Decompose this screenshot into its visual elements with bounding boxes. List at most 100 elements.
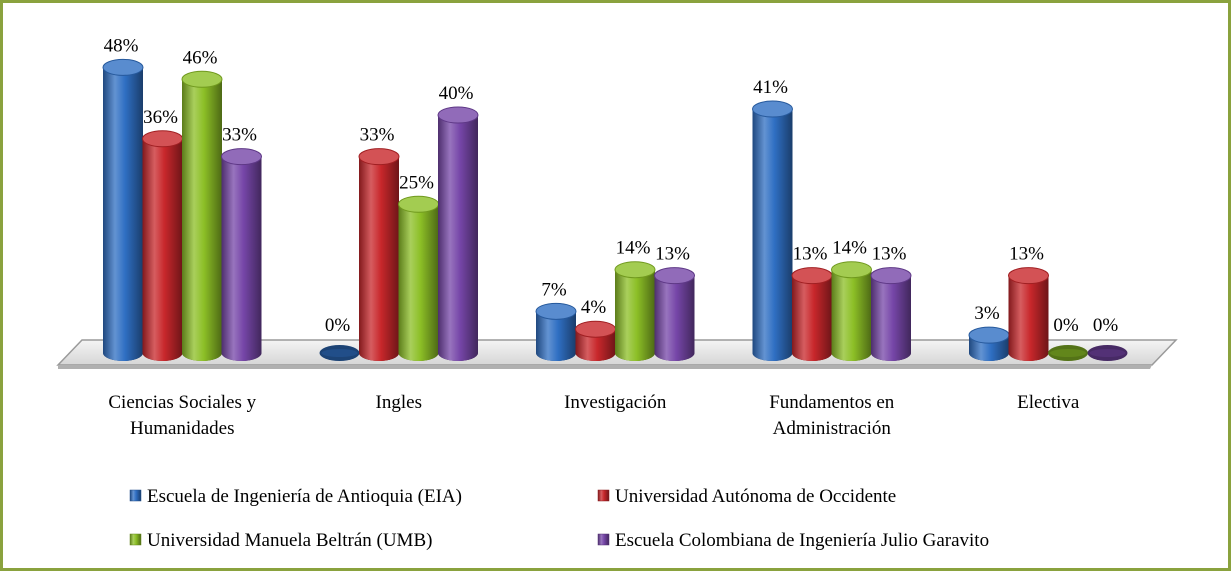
bar bbox=[221, 148, 262, 361]
legend-label: Escuela Colombiana de Ingeniería Julio G… bbox=[615, 530, 989, 551]
bar-body bbox=[221, 156, 262, 353]
data-label: 41% bbox=[753, 77, 788, 98]
bar-top bbox=[1089, 349, 1126, 357]
bar-bottom-cap bbox=[103, 345, 143, 361]
bar-bottom-cap bbox=[969, 345, 1009, 361]
bar bbox=[614, 261, 656, 361]
bar-bottom-cap bbox=[831, 345, 872, 361]
bar-top bbox=[321, 349, 358, 357]
bar-top bbox=[870, 267, 912, 285]
bar-top bbox=[181, 70, 223, 88]
bar-top bbox=[398, 195, 439, 213]
data-label: 0% bbox=[1093, 315, 1119, 336]
data-label: 0% bbox=[325, 315, 351, 336]
bar-top bbox=[221, 148, 262, 166]
bar-bottom-cap bbox=[359, 345, 399, 361]
data-label: 7% bbox=[541, 279, 567, 300]
bar-bottom-cap bbox=[142, 345, 183, 361]
legend-swatch bbox=[597, 489, 610, 502]
bar-top bbox=[614, 261, 656, 279]
bar bbox=[319, 345, 360, 361]
legend-label: Universidad Manuela Beltrán (UMB) bbox=[147, 530, 432, 551]
data-label: 14% bbox=[616, 238, 651, 259]
bar-body bbox=[831, 269, 872, 353]
x-tick-label: Investigación bbox=[564, 392, 667, 413]
bar-top bbox=[1008, 267, 1049, 285]
legend-swatch bbox=[129, 489, 142, 502]
bar-bottom-cap bbox=[654, 345, 695, 361]
bar-top bbox=[437, 106, 479, 124]
bar bbox=[535, 302, 577, 361]
bar-body bbox=[359, 156, 399, 353]
bar-bottom-cap bbox=[615, 345, 655, 361]
bar-body bbox=[615, 269, 655, 353]
bar bbox=[1008, 267, 1049, 361]
data-label: 36% bbox=[143, 107, 178, 128]
bar bbox=[752, 100, 793, 361]
bar bbox=[398, 195, 439, 361]
bar-body bbox=[871, 275, 911, 353]
bar-top bbox=[1050, 349, 1086, 357]
bar-top bbox=[142, 130, 183, 148]
bar-body bbox=[182, 79, 222, 354]
data-label: 25% bbox=[399, 172, 434, 193]
bar bbox=[870, 267, 912, 361]
data-label: 13% bbox=[1009, 244, 1044, 265]
bar-body bbox=[103, 67, 143, 354]
bar-top bbox=[752, 100, 793, 118]
bar-top bbox=[968, 326, 1010, 344]
bar bbox=[1048, 345, 1088, 361]
bar-body bbox=[654, 275, 695, 353]
bar-body bbox=[752, 109, 793, 353]
bar-top bbox=[654, 267, 695, 285]
data-label: 33% bbox=[360, 125, 395, 146]
bar-top bbox=[358, 148, 400, 166]
bar-body bbox=[792, 275, 832, 353]
bar-bottom-cap bbox=[871, 345, 911, 361]
data-label: 46% bbox=[183, 47, 218, 68]
bar bbox=[791, 267, 833, 361]
bar bbox=[575, 320, 616, 361]
data-label: 13% bbox=[872, 244, 907, 265]
bar-top bbox=[575, 320, 616, 338]
x-tick-label: Fundamentos en Administración bbox=[769, 392, 895, 439]
bar bbox=[437, 106, 479, 361]
bar-bottom-cap bbox=[221, 345, 262, 361]
bar-bottom-cap bbox=[438, 345, 478, 361]
x-tick-label: Ciencias Sociales y Humanidades bbox=[108, 392, 257, 439]
data-label: 33% bbox=[222, 125, 257, 146]
bar bbox=[1087, 345, 1128, 361]
legend-label: Universidad Autónoma de Occidente bbox=[615, 486, 896, 507]
x-tick-label: Electiva bbox=[1017, 392, 1080, 413]
bar-bottom-cap bbox=[1008, 345, 1049, 361]
bar-bottom-cap bbox=[752, 345, 793, 361]
bar-body bbox=[142, 138, 183, 353]
legend-swatch bbox=[129, 533, 142, 546]
bar-bottom-cap bbox=[792, 345, 832, 361]
bar bbox=[358, 148, 400, 361]
legend-label: Escuela de Ingeniería de Antioquia (EIA) bbox=[147, 486, 462, 507]
x-tick-label: Ingles bbox=[375, 392, 422, 413]
legend-swatch bbox=[597, 533, 610, 546]
bar bbox=[968, 326, 1010, 361]
bar bbox=[831, 261, 872, 361]
bar-bottom-cap bbox=[536, 345, 576, 361]
bar-top bbox=[535, 302, 577, 320]
data-label: 40% bbox=[439, 83, 474, 104]
bar-top bbox=[791, 267, 833, 285]
data-label: 14% bbox=[832, 238, 867, 259]
bar-body bbox=[398, 204, 439, 353]
bar bbox=[654, 267, 695, 361]
bar-body bbox=[438, 115, 478, 353]
bar bbox=[142, 130, 183, 361]
floor-edge bbox=[58, 365, 1152, 369]
bar-body bbox=[1008, 275, 1049, 353]
bar-top bbox=[831, 261, 872, 279]
data-label: 13% bbox=[655, 244, 690, 265]
bar-bottom-cap bbox=[575, 345, 616, 361]
data-label: 48% bbox=[104, 35, 139, 56]
data-label: 0% bbox=[1053, 315, 1079, 336]
